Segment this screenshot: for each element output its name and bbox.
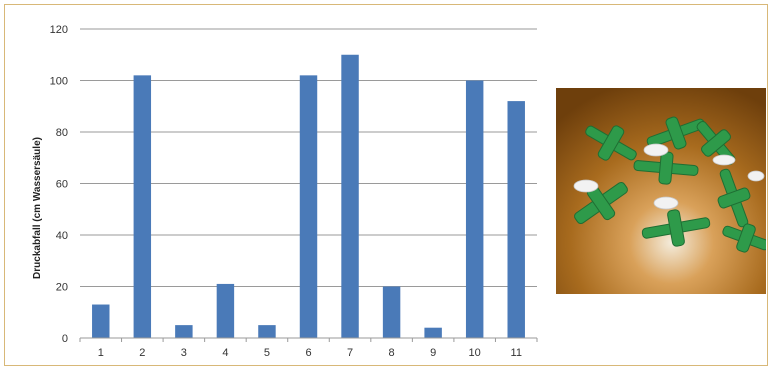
valve-photo [556,88,766,294]
bar-11 [507,101,525,338]
y-tick-label: 80 [56,127,68,139]
y-axis-ticks: 0 20 40 60 80 100 120 [50,24,68,345]
x-tick-label: 3 [181,347,187,359]
x-tick-label: 7 [347,347,353,359]
y-tick-label: 20 [56,282,68,294]
x-tick-label: 5 [264,347,270,359]
x-tick-label: 9 [430,347,436,359]
y-tick-label: 40 [56,230,68,242]
x-tick-label: 10 [469,347,481,359]
x-axis-ticks: 1 2 3 4 5 6 7 8 9 10 11 [79,338,538,359]
x-tick-label: 2 [139,347,145,359]
bar-4 [216,283,235,338]
bar-7 [341,54,359,338]
x-tick-label: 4 [222,347,228,359]
y-tick-label: 60 [56,179,68,191]
x-tick-label: 6 [305,347,311,359]
bar-3 [175,325,193,338]
x-tick-label: 11 [511,347,522,359]
x-tick-label: 8 [389,347,395,359]
bar-6 [299,75,318,338]
x-tick-label: 1 [98,347,104,359]
bar-5 [258,325,276,338]
bar-8 [382,286,401,338]
bar-10 [465,80,484,338]
y-tick-label: 0 [62,333,68,345]
bar-2 [133,75,152,338]
y-tick-label: 100 [50,76,68,88]
y-tick-label: 120 [50,24,68,36]
bar-9 [424,327,442,338]
bars [92,54,525,338]
y-axis-label: Druckabfall (cm Wassersäule) [32,137,43,279]
bar-1 [92,304,110,338]
